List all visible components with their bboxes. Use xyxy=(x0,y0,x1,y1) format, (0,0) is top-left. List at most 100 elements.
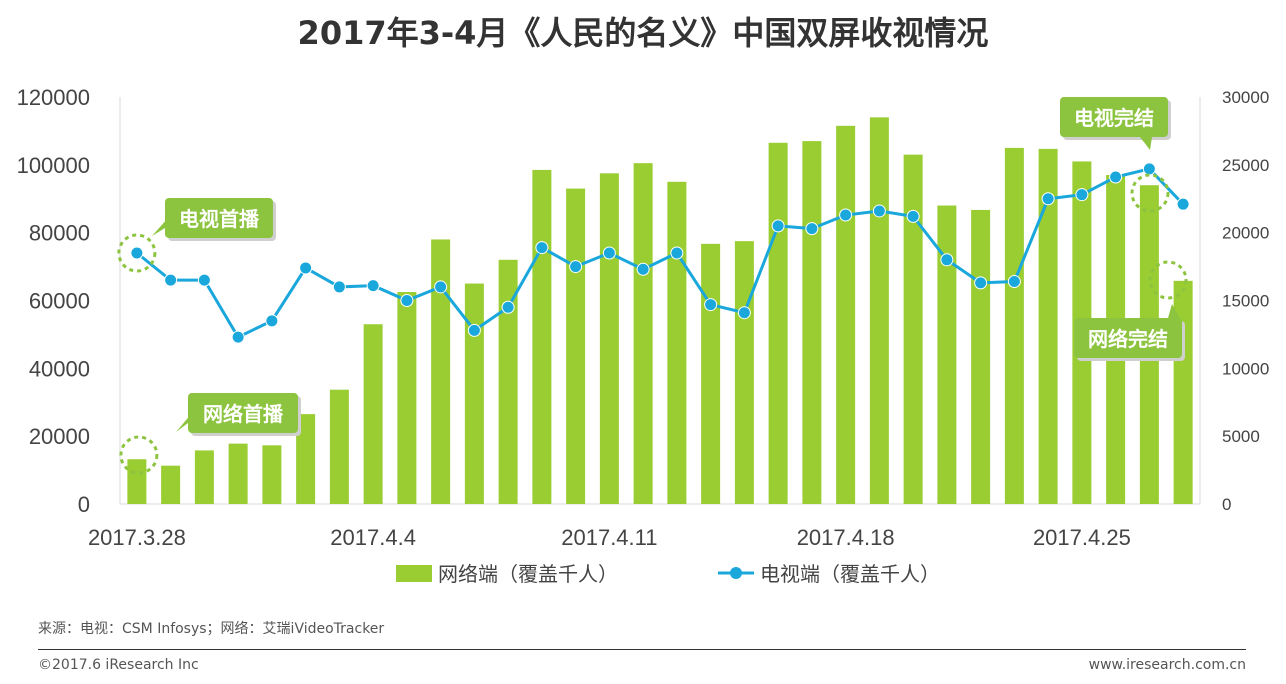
line-point xyxy=(434,280,448,294)
bar xyxy=(667,181,687,504)
tv-premiere-callout-label: 电视首播 xyxy=(179,207,260,231)
tv-finale-callout-label: 电视完结 xyxy=(1074,106,1154,130)
tv-finale-callout-box xyxy=(1060,97,1168,137)
line-point xyxy=(501,300,515,314)
line-point xyxy=(602,246,616,260)
bar xyxy=(498,259,518,504)
bar xyxy=(194,450,214,504)
line-point xyxy=(839,208,853,222)
line-point xyxy=(1041,192,1055,206)
legend-line-marker xyxy=(730,567,742,579)
y-right-tick-label: 20000 xyxy=(1222,224,1269,243)
line-point xyxy=(636,262,650,276)
bar xyxy=(532,169,552,504)
bar xyxy=(228,443,248,504)
bar xyxy=(599,173,619,504)
line-point xyxy=(1007,275,1021,289)
bar xyxy=(296,414,316,504)
line-point xyxy=(805,222,819,236)
bar xyxy=(701,243,721,504)
bar xyxy=(903,154,923,505)
y-left-tick-label: 20000 xyxy=(29,424,90,449)
web-finale-highlight xyxy=(1148,260,1188,300)
y-left-tick-label: 100000 xyxy=(17,153,90,178)
y-right-tick-label: 15000 xyxy=(1222,292,1269,311)
y-left-tick-label: 60000 xyxy=(29,289,90,314)
bar xyxy=(431,239,451,504)
website-link[interactable]: www.iresearch.com.cn xyxy=(1088,657,1246,673)
line-point xyxy=(906,209,920,223)
bar xyxy=(768,142,788,504)
web-finale-callout-label: 网络完结 xyxy=(1088,327,1168,351)
line-point xyxy=(400,294,414,307)
line-point xyxy=(670,246,684,260)
bar xyxy=(161,465,181,504)
line-point xyxy=(265,314,279,328)
chart-title: 2017年3-4月《人民的名义》中国双屏收视情况 xyxy=(297,14,989,52)
legend-bar-label: 网络端（覆盖千人） xyxy=(438,562,618,586)
tv-premiere-callout-box xyxy=(165,198,273,238)
x-tick-label: 2017.4.25 xyxy=(1033,525,1131,550)
y-left-tick-label: 80000 xyxy=(29,221,90,246)
web-premiere-callout-box xyxy=(188,393,298,433)
x-tick-label: 2017.3.28 xyxy=(88,525,186,550)
x-tick-label: 2017.4.18 xyxy=(797,525,895,550)
line-point xyxy=(197,273,211,287)
y-right-tick-label: 0 xyxy=(1222,495,1231,514)
line-point xyxy=(366,279,380,293)
line-point xyxy=(332,280,346,294)
line-point xyxy=(130,246,144,260)
y-left-tick-label: 40000 xyxy=(29,356,90,381)
y-left-tick-label: 120000 xyxy=(17,85,90,110)
line-point xyxy=(940,253,954,267)
bar xyxy=(566,188,586,504)
line-point xyxy=(467,323,481,337)
bar xyxy=(802,141,822,504)
line-point xyxy=(1075,188,1089,202)
y-left-tick-label: 0 xyxy=(78,492,90,517)
line-point xyxy=(704,298,718,312)
tv-premiere-highlight xyxy=(117,233,157,273)
tv-finale-highlight xyxy=(1130,173,1170,213)
bar xyxy=(633,163,653,504)
web-premiere-callout-label: 网络首播 xyxy=(203,402,284,426)
tv-series-line xyxy=(135,167,1185,340)
bar xyxy=(1038,148,1058,504)
line-point xyxy=(569,260,583,274)
source-note: 来源：电视：CSM Infosys；网络：艾瑞iVideoTracker xyxy=(38,621,385,637)
bar xyxy=(836,125,856,505)
bar xyxy=(869,117,889,504)
line-point xyxy=(974,276,988,290)
bar xyxy=(397,292,417,504)
y-right-tick-label: 10000 xyxy=(1222,359,1269,378)
x-tick-label: 2017.4.11 xyxy=(561,525,657,550)
line-point xyxy=(535,241,549,255)
line-point xyxy=(872,204,886,218)
line-point xyxy=(164,273,178,287)
bar xyxy=(262,445,282,504)
web-finale-callout-box xyxy=(1074,318,1182,358)
legend-bar-swatch xyxy=(396,565,432,582)
legend-line-label: 电视端（覆盖千人） xyxy=(760,562,940,586)
copyright-text: ©2017.6 iResearch Inc xyxy=(38,657,199,673)
y-right-tick-label: 5000 xyxy=(1222,427,1260,446)
line-point xyxy=(737,306,751,320)
line-point xyxy=(1176,197,1190,211)
footer-divider xyxy=(38,649,1246,650)
line-point xyxy=(299,261,313,275)
y-right-tick-label: 30000 xyxy=(1222,88,1269,107)
web-premiere-highlight xyxy=(119,435,159,475)
tv-premiere-callout-pointer xyxy=(152,218,168,236)
bar xyxy=(127,459,147,504)
x-tick-label: 2017.4.4 xyxy=(330,525,416,550)
tv-finale-callout-pointer xyxy=(1140,137,1152,150)
bar xyxy=(971,209,991,504)
bar xyxy=(329,389,349,504)
line-point xyxy=(231,330,245,344)
line-point xyxy=(1142,162,1156,176)
web-premiere-callout-pointer xyxy=(176,413,192,432)
web-finale-callout-pointer xyxy=(1168,304,1180,318)
bar xyxy=(464,283,484,504)
bar xyxy=(363,324,383,504)
line-point xyxy=(1109,170,1123,184)
